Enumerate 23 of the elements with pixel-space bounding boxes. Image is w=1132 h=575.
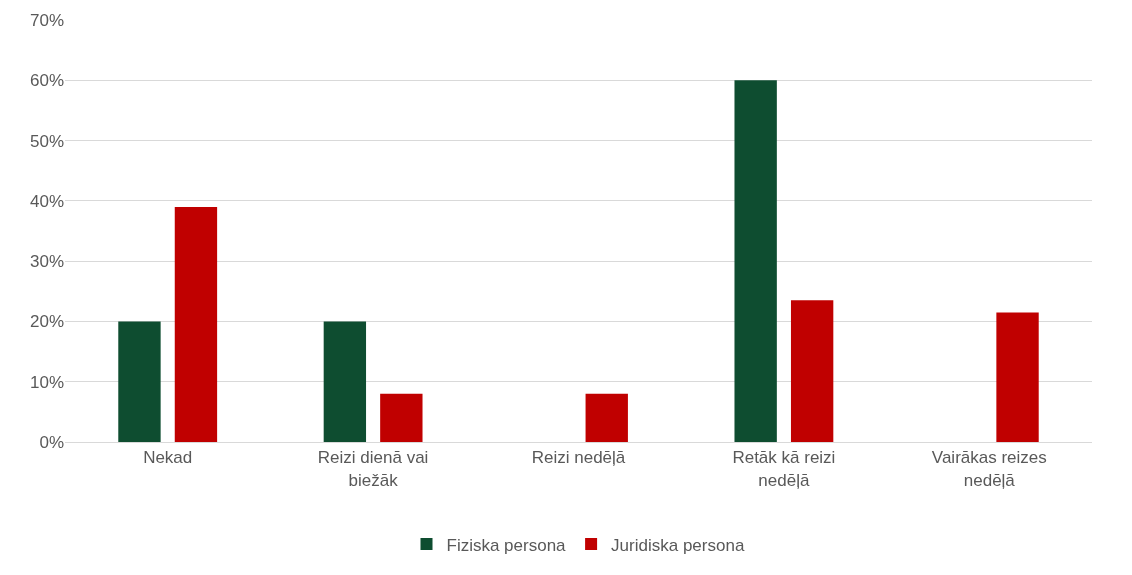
bar	[118, 321, 161, 442]
bar	[323, 321, 367, 442]
x-tick-label: Nekad	[143, 448, 193, 468]
x-tick-label: Reizi dienā vai biežāk	[317, 448, 429, 490]
y-tick-label: 10%	[29, 372, 64, 392]
x-tick-label: Retāk kā reizi nedēļā	[732, 448, 836, 490]
y-tick-label: 0%	[39, 432, 64, 452]
bar	[174, 206, 218, 442]
legend-label: Fiziska persona	[446, 535, 567, 555]
bar	[996, 312, 1039, 442]
y-tick-label: 50%	[29, 131, 64, 151]
x-tick-label: Vairākas reizes nedēļā	[931, 448, 1047, 490]
y-tick-label: 40%	[29, 191, 64, 211]
bar	[585, 393, 628, 442]
legend-label: Juridiska persona	[611, 535, 745, 555]
bar	[790, 300, 834, 442]
y-tick-label: 70%	[29, 10, 64, 30]
bar	[734, 80, 777, 442]
y-tick-label: 20%	[29, 312, 64, 332]
y-tick-label: 60%	[29, 71, 64, 91]
x-tick-label: Reizi nedēļā	[531, 448, 626, 468]
y-tick-label: 30%	[29, 252, 64, 272]
bar	[380, 393, 423, 442]
